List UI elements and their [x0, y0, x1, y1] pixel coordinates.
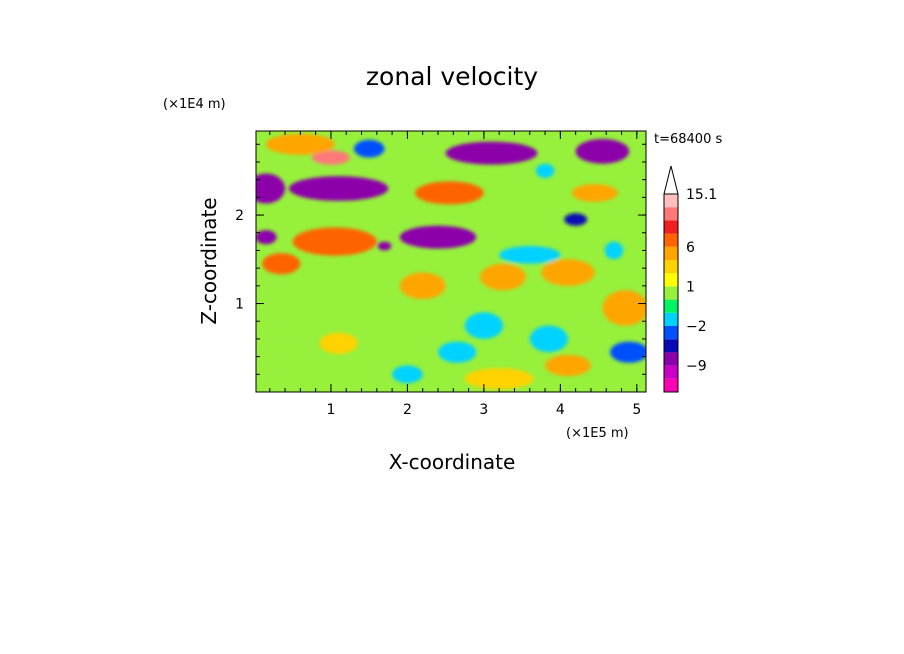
field-feature-9 — [292, 227, 377, 256]
y-tick-label: 1 — [235, 297, 244, 313]
field-feature-11 — [262, 253, 301, 275]
field-feature-28 — [353, 139, 385, 158]
x-tick-label: 4 — [556, 402, 565, 418]
field-feature-18 — [464, 368, 534, 390]
colorbar-segment — [664, 352, 678, 366]
field-feature-4 — [256, 173, 286, 204]
colorbar-segment — [664, 233, 678, 247]
colorbar-segment — [664, 299, 678, 313]
x-tick-label: 2 — [403, 402, 412, 418]
colorbar-segment — [664, 246, 678, 260]
field-feature-1 — [399, 225, 477, 249]
field-feature-20 — [319, 332, 358, 354]
field-feature-13 — [571, 184, 618, 202]
colorbar-segment — [664, 273, 678, 287]
colorbar-segment — [664, 378, 678, 392]
colorbar-label: −2 — [686, 319, 707, 335]
y-multiplier-label: (×1E4 m) — [163, 97, 226, 112]
field-feature-27 — [392, 365, 423, 384]
field-feature-22 — [438, 341, 477, 363]
field-feature-3 — [575, 138, 630, 164]
field-feature-14 — [399, 272, 446, 300]
x-multiplier-label: (×1E5 m) — [566, 426, 629, 441]
colorbar-extend-arrow — [663, 165, 679, 195]
x-tick-label: 3 — [479, 402, 488, 418]
field-feature-5 — [256, 230, 277, 245]
field-feature-17 — [602, 290, 646, 326]
colorbar-segment — [664, 365, 678, 379]
field-feature-19 — [545, 354, 591, 377]
field-feature-21 — [464, 312, 503, 339]
field-feature-2 — [445, 141, 538, 165]
colorbar-label: 6 — [686, 240, 695, 256]
field-feature-8 — [311, 150, 351, 165]
colorbar-segment — [664, 260, 678, 274]
y-axis-label: Z-coordinate — [197, 197, 221, 324]
colorbar-segment — [664, 220, 678, 234]
colorbar-segment — [664, 339, 678, 353]
colorbar-label: 15.1 — [686, 187, 717, 203]
colorbar: 15.1 6 1 −2 −9 — [663, 165, 717, 393]
colorbar-segment — [664, 286, 678, 300]
y-axis: 12 — [235, 143, 646, 375]
field-feature-25 — [610, 341, 646, 363]
field-feature-29 — [535, 163, 555, 178]
x-tick-label: 5 — [632, 402, 641, 418]
field-feature-15 — [480, 263, 526, 291]
x-tick-label: 1 — [326, 402, 335, 418]
x-axis-label: X-coordinate — [389, 450, 516, 474]
colorbar-segment — [664, 207, 678, 221]
field-feature-0 — [288, 176, 389, 201]
field-feature-26 — [604, 241, 624, 260]
field-feature-10 — [415, 181, 484, 205]
colorbar-label: −9 — [686, 359, 707, 375]
field-feature-23 — [529, 325, 568, 353]
plot-frame — [255, 130, 647, 393]
colorbar-segment — [664, 312, 678, 326]
time-label: t=68400 s — [654, 132, 722, 147]
field-feature-7 — [564, 213, 588, 226]
field-feature-16 — [541, 259, 595, 286]
colorbar-segment — [664, 194, 678, 208]
velocity-field — [256, 131, 646, 392]
field-feature-6 — [377, 241, 392, 251]
colorbar-segment — [664, 326, 678, 340]
field-feature-24 — [499, 246, 561, 264]
field-features — [256, 133, 646, 390]
chart-title: zonal velocity — [366, 62, 538, 91]
colorbar-label: 1 — [686, 279, 695, 295]
x-axis: 1 2 3 4 5 — [269, 131, 641, 418]
field-feature-12 — [265, 133, 335, 155]
y-tick-label: 2 — [235, 208, 244, 224]
